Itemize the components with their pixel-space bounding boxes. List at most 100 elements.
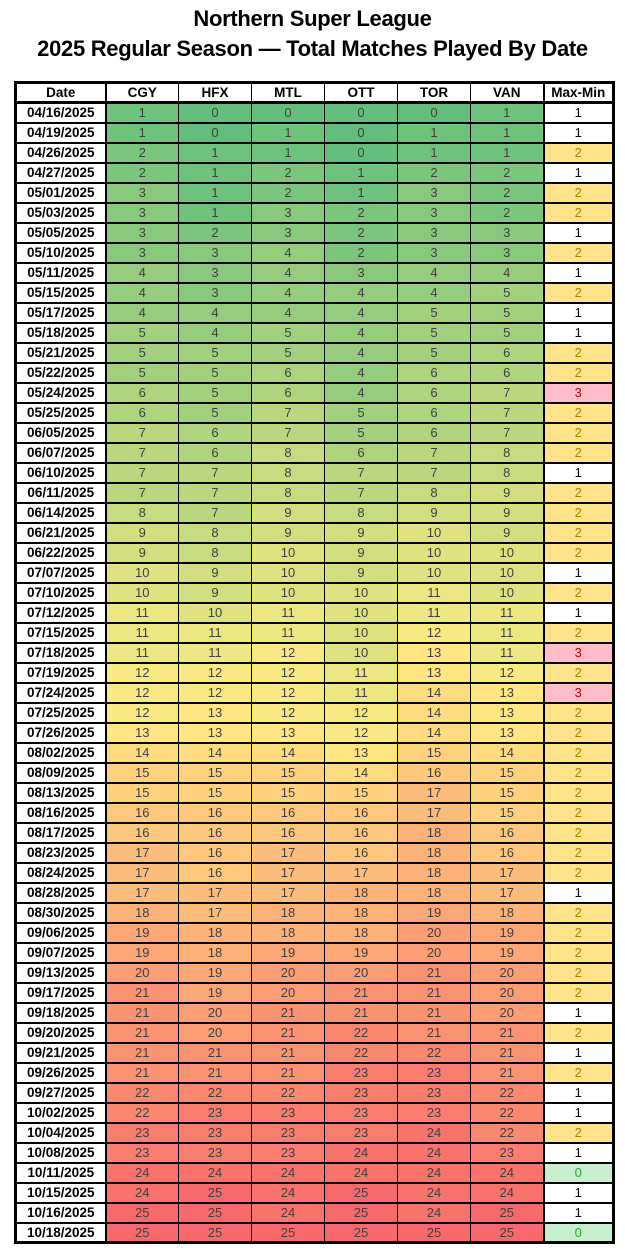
table-row: 07/24/2025 12 12 12 11 14 13 3 (15, 681, 614, 704)
value-cell-hfx: 10 (178, 601, 252, 624)
maxmin-cell: 2 (542, 181, 614, 204)
table-row: 07/19/2025 12 12 12 11 13 12 2 (15, 661, 614, 684)
value-cell-cgy: 2 (105, 161, 179, 184)
date-cell: 05/10/2025 (15, 241, 107, 264)
table-row: 04/27/2025 2 1 2 1 2 2 1 (15, 161, 614, 184)
date-cell: 08/16/2025 (15, 801, 107, 824)
value-cell-ott: 22 (324, 1021, 398, 1044)
value-cell-cgy: 20 (105, 961, 179, 984)
table-row: 05/21/2025 5 5 5 4 5 6 2 (15, 341, 614, 364)
date-cell: 06/10/2025 (15, 461, 107, 484)
value-cell-mtl: 17 (251, 881, 325, 904)
value-cell-tor: 13 (397, 641, 471, 664)
value-cell-ott: 18 (324, 901, 398, 924)
value-cell-tor: 6 (397, 401, 471, 424)
value-cell-van: 11 (470, 641, 544, 664)
value-cell-van: 24 (470, 1181, 544, 1204)
table-row: 06/21/2025 9 8 9 9 10 9 2 (15, 521, 614, 544)
value-cell-ott: 10 (324, 641, 398, 664)
value-cell-ott: 9 (324, 541, 398, 564)
value-cell-tor: 1 (397, 121, 471, 144)
value-cell-tor: 4 (397, 261, 471, 284)
value-cell-ott: 20 (324, 961, 398, 984)
date-cell: 07/12/2025 (15, 601, 107, 624)
value-cell-ott: 22 (324, 1041, 398, 1064)
value-cell-van: 25 (470, 1201, 544, 1224)
value-cell-cgy: 9 (105, 541, 179, 564)
value-cell-hfx: 5 (178, 361, 252, 384)
value-cell-tor: 24 (397, 1181, 471, 1204)
value-cell-ott: 4 (324, 381, 398, 404)
date-cell: 10/15/2025 (15, 1181, 107, 1204)
value-cell-van: 13 (470, 721, 544, 744)
maxmin-cell: 2 (542, 701, 614, 724)
maxmin-cell: 1 (542, 461, 614, 484)
value-cell-tor: 3 (397, 201, 471, 224)
date-cell: 08/23/2025 (15, 841, 107, 864)
value-cell-ott: 4 (324, 341, 398, 364)
table-row: 05/03/2025 3 1 3 2 3 2 2 (15, 201, 614, 224)
value-cell-ott: 19 (324, 941, 398, 964)
value-cell-van: 21 (470, 1021, 544, 1044)
value-cell-tor: 10 (397, 541, 471, 564)
value-cell-van: 10 (470, 541, 544, 564)
value-cell-hfx: 25 (178, 1181, 252, 1204)
value-cell-ott: 11 (324, 661, 398, 684)
value-cell-cgy: 3 (105, 241, 179, 264)
value-cell-hfx: 14 (178, 741, 252, 764)
value-cell-tor: 23 (397, 1081, 471, 1104)
value-cell-mtl: 8 (251, 441, 325, 464)
value-cell-tor: 5 (397, 341, 471, 364)
maxmin-cell: 2 (542, 981, 614, 1004)
value-cell-cgy: 11 (105, 621, 179, 644)
value-cell-hfx: 11 (178, 621, 252, 644)
value-cell-tor: 2 (397, 161, 471, 184)
value-cell-hfx: 1 (178, 141, 252, 164)
value-cell-hfx: 0 (178, 121, 252, 144)
date-cell: 10/18/2025 (15, 1221, 107, 1244)
value-cell-mtl: 9 (251, 501, 325, 524)
value-cell-cgy: 16 (105, 801, 179, 824)
value-cell-cgy: 19 (105, 921, 179, 944)
maxmin-cell: 1 (542, 161, 614, 184)
date-cell: 09/06/2025 (15, 921, 107, 944)
value-cell-cgy: 7 (105, 421, 179, 444)
table-row: 05/25/2025 6 5 7 5 6 7 2 (15, 401, 614, 424)
value-cell-hfx: 9 (178, 581, 252, 604)
value-cell-mtl: 18 (251, 901, 325, 924)
value-cell-cgy: 3 (105, 221, 179, 244)
value-cell-cgy: 17 (105, 861, 179, 884)
value-cell-cgy: 21 (105, 1001, 179, 1024)
value-cell-ott: 21 (324, 1001, 398, 1024)
value-cell-van: 12 (470, 661, 544, 684)
maxmin-cell: 2 (542, 1021, 614, 1044)
value-cell-mtl: 1 (251, 141, 325, 164)
value-cell-van: 2 (470, 161, 544, 184)
value-cell-van: 25 (470, 1221, 544, 1244)
value-cell-van: 3 (470, 241, 544, 264)
value-cell-ott: 25 (324, 1201, 398, 1224)
date-cell: 05/03/2025 (15, 201, 107, 224)
value-cell-mtl: 21 (251, 1001, 325, 1024)
value-cell-tor: 6 (397, 421, 471, 444)
value-cell-hfx: 22 (178, 1081, 252, 1104)
value-cell-mtl: 10 (251, 541, 325, 564)
value-cell-cgy: 5 (105, 321, 179, 344)
value-cell-mtl: 24 (251, 1161, 325, 1184)
table-row: 08/28/2025 17 17 17 18 18 17 1 (15, 881, 614, 904)
value-cell-cgy: 21 (105, 1061, 179, 1084)
date-cell: 07/25/2025 (15, 701, 107, 724)
value-cell-ott: 1 (324, 161, 398, 184)
value-cell-ott: 2 (324, 201, 398, 224)
maxmin-cell: 1 (542, 1181, 614, 1204)
date-cell: 06/22/2025 (15, 541, 107, 564)
value-cell-ott: 16 (324, 841, 398, 864)
value-cell-van: 5 (470, 321, 544, 344)
table-row: 07/12/2025 11 10 11 10 11 11 1 (15, 601, 614, 624)
header-cell-team-mtl: MTL (251, 81, 325, 104)
date-cell: 05/24/2025 (15, 381, 107, 404)
header-cell-team-ott: OTT (324, 81, 398, 104)
maxmin-cell: 2 (542, 481, 614, 504)
maxmin-cell: 2 (542, 541, 614, 564)
table-row: 09/13/2025 20 19 20 20 21 20 2 (15, 961, 614, 984)
